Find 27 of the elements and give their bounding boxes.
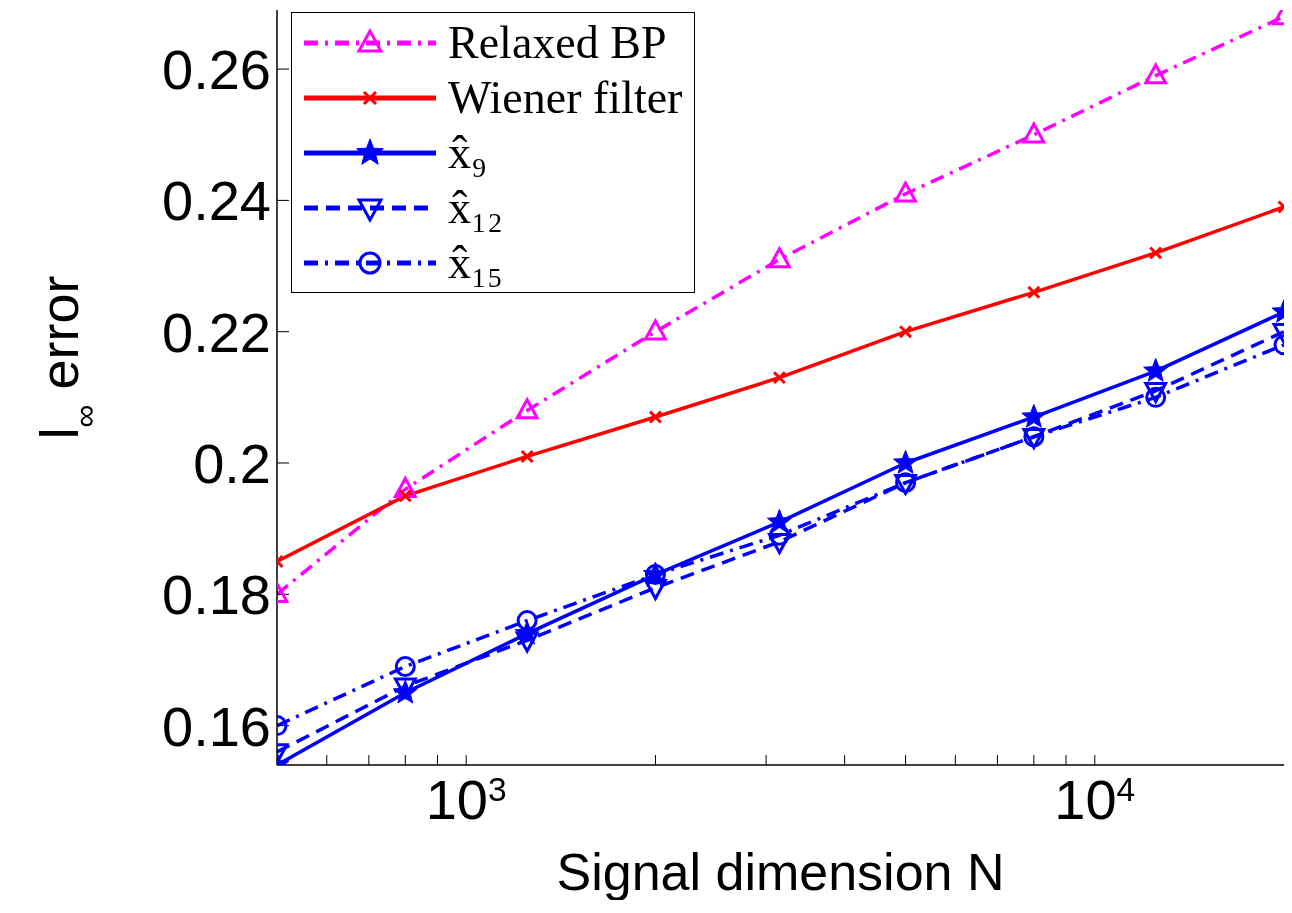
point	[898, 324, 913, 339]
point	[893, 449, 919, 474]
y-tick-label: 0.26	[162, 38, 271, 102]
x-tick-label: 10$^{3}$	[425, 768, 507, 831]
point	[648, 410, 663, 424]
point	[772, 370, 787, 385]
point	[398, 488, 413, 503]
legend-label: x̂₁₂	[448, 181, 504, 235]
point	[894, 181, 917, 203]
point	[768, 247, 791, 269]
y-tick-label: 0.24	[162, 169, 271, 233]
point	[1144, 63, 1168, 85]
legend-label: x̂₁₅	[448, 236, 504, 290]
y-tick-label: 0.18	[162, 563, 271, 627]
y-tick-label: 0.2	[193, 432, 271, 495]
legend-label: Relaxed BP	[448, 16, 667, 70]
point	[393, 677, 417, 699]
legend-label: Wiener filter	[448, 71, 683, 125]
point	[393, 476, 417, 498]
legend-label: x̂₉	[448, 126, 488, 180]
point	[394, 656, 416, 678]
point	[1148, 246, 1163, 260]
y-tick-label: 0.16	[162, 694, 271, 758]
point	[1143, 357, 1169, 382]
y-tick-label: 0.22	[162, 300, 271, 364]
point	[644, 319, 667, 341]
x-tick-label: 10$^{4}$	[1054, 768, 1136, 831]
